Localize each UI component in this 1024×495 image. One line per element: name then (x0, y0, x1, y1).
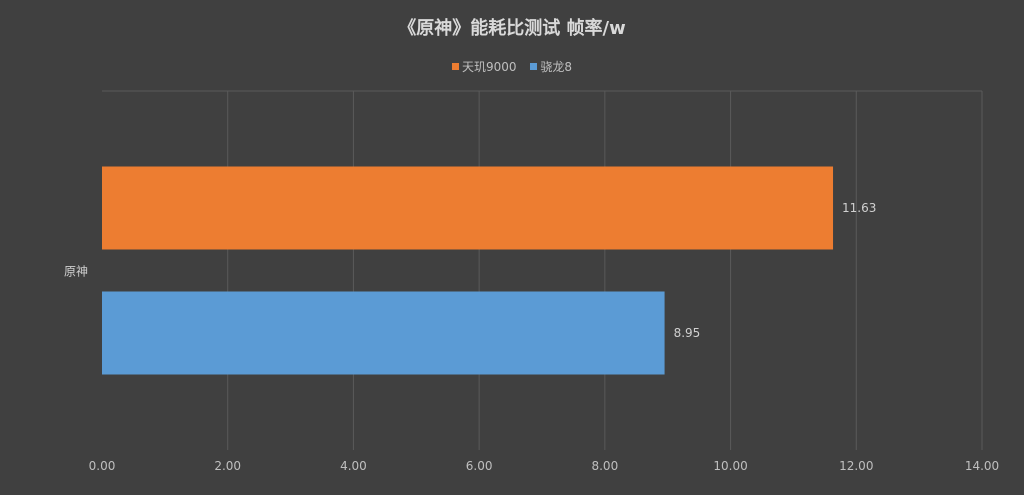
bar-series-1 (102, 166, 834, 250)
x-tick-label: 0.00 (89, 459, 116, 473)
chart-title: 《原神》能耗比测试 帧率/w (398, 18, 626, 39)
x-tick-label: 6.00 (466, 459, 493, 473)
x-tick-label: 14.00 (965, 459, 999, 473)
legend-swatch-series-2 (530, 63, 538, 70)
legend-item-series-1: 天玑9000 (451, 58, 517, 75)
bar-series-2 (102, 291, 665, 375)
data-label-series-2: 8.95 (674, 326, 701, 340)
x-tick-label: 10.00 (713, 459, 747, 473)
y-category-label: 原神 (64, 265, 88, 279)
chart-legend: 天玑9000 骁龙8 (0, 58, 1024, 75)
x-tick-label: 8.00 (591, 459, 618, 473)
x-tick-label: 12.00 (839, 459, 873, 473)
x-tick-label: 4.00 (340, 459, 367, 473)
legend-swatch-series-1 (451, 63, 459, 70)
legend-item-series-2: 骁龙8 (530, 58, 572, 75)
legend-label-series-1: 天玑9000 (461, 60, 517, 74)
x-tick-label: 2.00 (214, 459, 241, 473)
legend-label-series-2: 骁龙8 (540, 60, 572, 74)
data-label-series-1: 11.63 (842, 201, 876, 215)
